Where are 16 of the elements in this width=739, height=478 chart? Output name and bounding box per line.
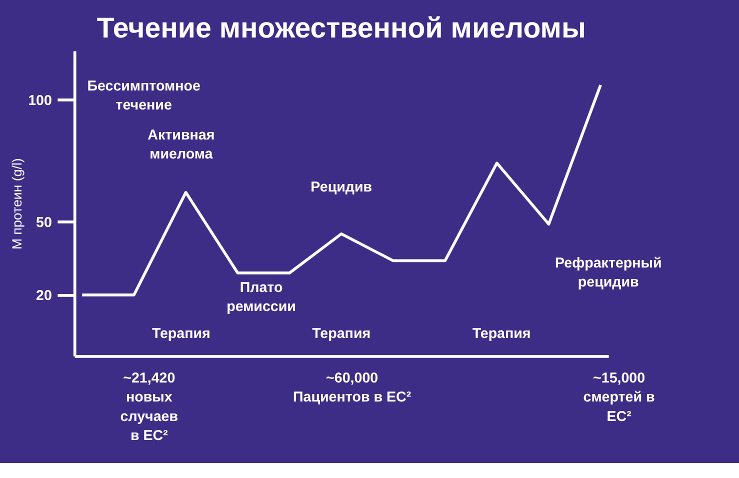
annotation: Терапия [152,326,210,342]
text: ~60,000 Пациентов в ЕС² [293,370,412,406]
y-tick-label: 100 [28,92,52,109]
annotation: Бессимптомное течение [87,78,200,114]
annotation: Активная миелома [148,127,215,163]
annotation: Терапия [312,326,371,342]
y-tick-label: 50 [36,214,52,231]
y-tick-label: 20 [36,288,52,304]
y-axis-title: М протеин (g/l) [9,158,24,250]
text: ~21,420 новых случаев в ЕС² [120,370,178,444]
annotation: Терапия [472,326,531,342]
annotation: Рецидив [310,179,372,196]
annotation: Плато ремиссии [226,280,296,316]
text: ~15,000 смертей в ЕС² [583,370,656,425]
chart-title: Течение множественной миеломы [96,12,586,44]
annotation: Рефрактерный рецидив [554,256,662,291]
